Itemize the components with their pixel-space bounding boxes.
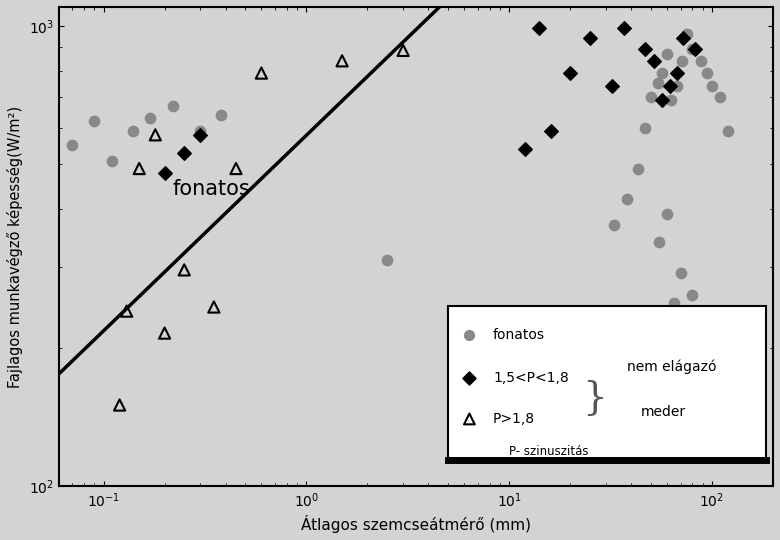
Point: [336, 57, 349, 65]
Point: [113, 401, 126, 409]
Point: [668, 299, 680, 307]
Point: [640, 124, 652, 132]
Point: [144, 114, 157, 123]
Point: [583, 34, 596, 43]
Point: [105, 156, 118, 165]
Point: [158, 168, 171, 177]
Point: [564, 69, 576, 77]
Text: fonatos: fonatos: [173, 179, 250, 199]
Text: nem elágazó: nem elágazó: [626, 359, 716, 374]
Point: [701, 69, 714, 77]
Point: [714, 93, 727, 102]
Point: [665, 96, 678, 104]
Point: [680, 30, 693, 38]
Point: [664, 82, 676, 91]
Point: [656, 96, 668, 104]
Point: [207, 303, 220, 312]
Point: [656, 69, 668, 77]
Point: [194, 131, 207, 139]
Point: [605, 82, 618, 91]
Point: [230, 164, 243, 173]
Point: [688, 45, 700, 53]
Point: [397, 46, 410, 55]
Point: [694, 57, 707, 65]
Point: [194, 127, 207, 136]
Point: [640, 45, 652, 53]
Point: [127, 127, 140, 136]
Point: [661, 50, 673, 58]
Point: [149, 131, 161, 139]
Point: [544, 127, 557, 136]
FancyBboxPatch shape: [448, 306, 766, 460]
Point: [619, 24, 631, 32]
Point: [133, 164, 146, 173]
Point: [675, 57, 688, 65]
Point: [675, 269, 687, 278]
Point: [677, 34, 690, 43]
Point: [167, 102, 179, 110]
Point: [178, 148, 190, 157]
Point: [632, 164, 644, 173]
Point: [88, 117, 101, 126]
Point: [66, 141, 78, 150]
Point: [651, 79, 664, 88]
Text: fonatos: fonatos: [493, 328, 545, 342]
Point: [722, 127, 734, 136]
Point: [648, 57, 661, 65]
Text: P>1,8: P>1,8: [493, 412, 535, 426]
Text: P- szinuszitás: P- szinuszitás: [509, 445, 588, 458]
Text: 1,5<P<1,8: 1,5<P<1,8: [493, 371, 569, 385]
Point: [442, 539, 455, 540]
Point: [686, 291, 699, 300]
Text: }: }: [582, 380, 607, 417]
Point: [671, 82, 683, 91]
Y-axis label: Fajlagos munkavégző képesség(W/m²): Fajlagos munkavégző képesség(W/m²): [7, 105, 23, 388]
Point: [533, 24, 545, 32]
Point: [608, 220, 621, 229]
Point: [215, 111, 227, 119]
Point: [255, 69, 268, 77]
Point: [621, 195, 633, 204]
Point: [381, 255, 393, 264]
Point: [519, 145, 531, 153]
Point: [671, 69, 683, 77]
Point: [661, 210, 673, 219]
Point: [120, 307, 133, 315]
Point: [653, 237, 665, 246]
Point: [158, 329, 171, 338]
Point: [706, 82, 718, 91]
Point: [178, 266, 190, 274]
Text: meanderező: meanderező: [478, 442, 608, 462]
X-axis label: Átlagos szemcseátmérő (mm): Átlagos szemcseátmérő (mm): [301, 515, 531, 533]
Text: meder: meder: [641, 405, 686, 419]
Point: [686, 45, 699, 53]
Point: [645, 93, 658, 102]
